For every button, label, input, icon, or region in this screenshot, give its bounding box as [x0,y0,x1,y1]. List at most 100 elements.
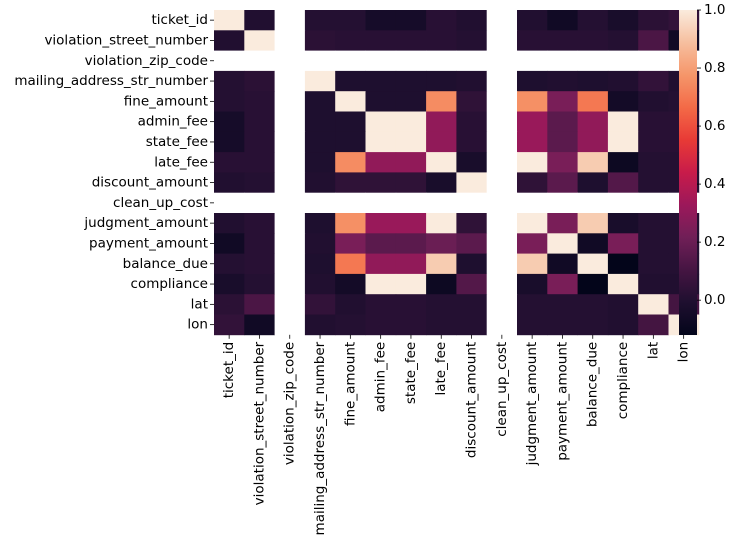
y-tick-label-judgment_amount: judgment_amount [83,215,208,231]
heatmap-cell-admin_fee-fine_amount [335,111,366,133]
heatmap-cell-late_fee-admin_fee [365,152,397,173]
heatmap-cell-payment_amount-fine_amount [335,233,366,254]
heatmap-cell-violation_street_number-payment_amount [547,30,578,51]
heatmap-cell-judgment_amount-payment_amount [547,213,578,234]
colorbar-tick-label: 0.0 [704,292,725,308]
heatmap-cell-mailing_address_str_number-fine_amount [335,70,366,92]
heatmap-cell-lon-clean_up_cost [486,314,518,336]
heatmap-cell-mailing_address_str_number-lat [638,70,669,92]
heatmap-cell-late_fee-discount_amount [456,152,488,173]
heatmap-cell-violation_zip_code-state_fee [395,50,427,72]
heatmap-cell-mailing_address_str_number-compliance [607,70,639,92]
heatmap-cell-violation_zip_code-ticket_id [214,50,245,72]
heatmap-cell-compliance-compliance [607,273,639,295]
heatmap-cell-balance_due-state_fee [395,253,427,275]
heatmap-cell-balance_due-clean_up_cost [486,253,518,275]
heatmap-cell-fine_amount-lat [638,91,669,112]
heatmap-cell-balance_due-compliance [607,253,639,275]
heatmap-cell-violation_zip_code-payment_amount [547,50,578,72]
heatmap-cell-balance_due-admin_fee [365,253,397,275]
heatmap-cell-compliance-fine_amount [335,273,366,295]
heatmap-cell-fine_amount-admin_fee [365,91,397,112]
heatmap-cell-violation_street_number-fine_amount [335,30,366,51]
heatmap-cell-lon-payment_amount [547,314,578,336]
heatmap-cell-mailing_address_str_number-mailing_address_str_number [304,70,336,92]
x-tick-label-lat: lat [645,342,661,359]
heatmap-cell-judgment_amount-discount_amount [456,213,488,234]
colorbar-tick-label: 0.8 [704,60,725,76]
heatmap-cell-compliance-violation_street_number [244,273,275,295]
heatmap-cell-judgment_amount-fine_amount [335,213,366,234]
heatmap-cell-mailing_address_str_number-admin_fee [365,70,397,92]
heatmap-cell-judgment_amount-lat [638,213,669,234]
heatmap-cell-clean_up_cost-ticket_id [214,192,245,214]
heatmap-cell-compliance-balance_due [577,273,609,295]
heatmap-cell-lat-judgment_amount [517,294,548,315]
heatmap-cell-lon-violation_street_number [244,314,275,336]
heatmap-cell-fine_amount-discount_amount [456,91,488,112]
x-tick-label-state_fee: state_fee [403,342,419,404]
heatmap-cell-discount_amount-late_fee [426,172,457,194]
x-tick-label-late_fee: late_fee [433,342,449,396]
heatmap-cell-mailing_address_str_number-clean_up_cost [486,70,518,92]
heatmap-cell-compliance-admin_fee [365,273,397,295]
x-tick-label-discount_amount: discount_amount [464,342,480,458]
heatmap-cell-state_fee-discount_amount [456,131,488,153]
heatmap-cell-late_fee-late_fee [426,152,457,173]
heatmap-cell-discount_amount-fine_amount [335,172,366,194]
heatmap-cell-lon-violation_zip_code [274,314,306,336]
heatmap-cells [214,10,700,336]
heatmap-cell-state_fee-clean_up_cost [486,131,518,153]
heatmap-cell-clean_up_cost-judgment_amount [517,192,548,214]
heatmap-cell-judgment_amount-clean_up_cost [486,213,518,234]
heatmap-cell-violation_street_number-lat [638,30,669,51]
heatmap-cell-payment_amount-mailing_address_str_number [304,233,336,254]
heatmap-cell-lon-admin_fee [365,314,397,336]
heatmap-cell-discount_amount-mailing_address_str_number [304,172,336,194]
heatmap-cell-late_fee-fine_amount [335,152,366,173]
y-tick-label-state_fee: state_fee [146,134,208,150]
heatmap-cell-lat-payment_amount [547,294,578,315]
heatmap-cell-payment_amount-judgment_amount [517,233,548,254]
heatmap-cell-compliance-violation_zip_code [274,273,306,295]
heatmap-cell-violation_zip_code-fine_amount [335,50,366,72]
heatmap-cell-clean_up_cost-lat [638,192,669,214]
heatmap-cell-fine_amount-violation_zip_code [274,91,306,112]
heatmap-cell-lon-fine_amount [335,314,366,336]
heatmap-cell-balance_due-lat [638,253,669,275]
heatmap-cell-ticket_id-fine_amount [335,10,366,31]
heatmap-cell-discount_amount-payment_amount [547,172,578,194]
heatmap-cell-state_fee-compliance [607,131,639,153]
heatmap-cell-payment_amount-state_fee [395,233,427,254]
heatmap-cell-mailing_address_str_number-discount_amount [456,70,488,92]
y-tick-label-late_fee: late_fee [154,154,208,170]
heatmap-cell-violation_street_number-violation_street_number [244,30,275,51]
y-tick-labels: ticket_id violation_street_number violatio… [14,12,214,333]
heatmap-cell-admin_fee-admin_fee [365,111,397,133]
heatmap-cell-ticket_id-mailing_address_str_number [304,10,336,31]
colorbar: 0.0 0.2 0.4 0.6 0.8 1.0 [679,2,725,335]
heatmap-cell-judgment_amount-admin_fee [365,213,397,234]
heatmap-cell-lat-fine_amount [335,294,366,315]
heatmap-cell-clean_up_cost-admin_fee [365,192,397,214]
heatmap-cell-compliance-state_fee [395,273,427,295]
heatmap-cell-admin_fee-ticket_id [214,111,245,133]
heatmap-cell-fine_amount-late_fee [426,91,457,112]
heatmap-cell-state_fee-violation_street_number [244,131,275,153]
heatmap-cell-clean_up_cost-fine_amount [335,192,366,214]
heatmap-cell-violation_street_number-late_fee [426,30,457,51]
heatmap-cell-lon-discount_amount [456,314,488,336]
heatmap-cell-lat-discount_amount [456,294,488,315]
heatmap-cell-discount_amount-ticket_id [214,172,245,194]
heatmap-cell-fine_amount-clean_up_cost [486,91,518,112]
heatmap-cell-late_fee-judgment_amount [517,152,548,173]
heatmap-cell-state_fee-admin_fee [365,131,397,153]
x-tick-label-fine_amount: fine_amount [342,342,358,426]
y-tick-label-admin_fee: admin_fee [138,114,208,130]
heatmap-cell-lat-state_fee [395,294,427,315]
heatmap-cell-lat-admin_fee [365,294,397,315]
heatmap-cell-discount_amount-lat [638,172,669,194]
colorbar-gradient [679,10,697,335]
heatmap-cell-balance_due-mailing_address_str_number [304,253,336,275]
